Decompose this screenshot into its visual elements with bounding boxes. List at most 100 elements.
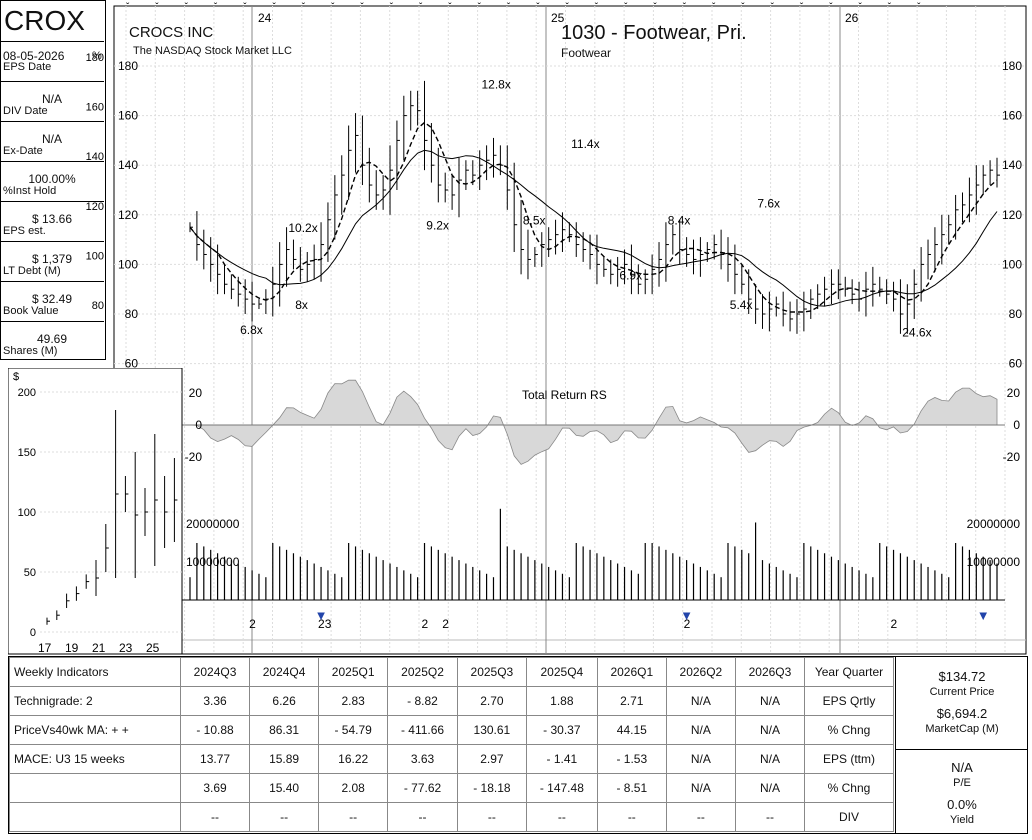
price-axis-right-label: 100 bbox=[1002, 257, 1022, 271]
table-cell: N/A bbox=[665, 773, 736, 803]
table-cell: - 18.18 bbox=[456, 773, 527, 803]
rs-area bbox=[182, 379, 1005, 465]
price-axis-left-label: 80 bbox=[125, 307, 139, 321]
pe-label: P/E bbox=[953, 777, 971, 789]
pct-axis-label: 120 bbox=[86, 201, 104, 213]
table-cell: -- bbox=[525, 802, 598, 832]
volume-axis-right-label: 20000000 bbox=[967, 517, 1021, 531]
div-date-label: DIV Date bbox=[3, 105, 48, 117]
table-cell: - 147.48 bbox=[525, 773, 598, 803]
rs-axis-right-label: 0 bbox=[1013, 418, 1020, 432]
tick-mark: ˇ bbox=[390, 1, 394, 13]
company-name: CROCS INC bbox=[129, 24, 214, 41]
table-cell: 3.36 bbox=[179, 686, 251, 716]
annual-axis-label: 50 bbox=[24, 567, 36, 579]
table-cell: 6.26 bbox=[249, 686, 320, 716]
arrow-marker bbox=[317, 612, 325, 621]
tick-mark: ˇ bbox=[800, 1, 804, 13]
pct-axis-label: 160 bbox=[86, 102, 104, 114]
eps-date: 08-05-2026 EPS Date bbox=[0, 42, 104, 82]
table-cell: - 8.51 bbox=[596, 773, 667, 803]
shares-label: Shares (M) bbox=[3, 345, 58, 357]
tick-mark: ˇ bbox=[155, 1, 159, 13]
ma-40week-line bbox=[189, 149, 998, 307]
price-axis-left-label: 100 bbox=[118, 257, 138, 271]
exchange-name: The NASDAQ Stock Market LLC bbox=[133, 45, 292, 57]
volume-axis-right-label: 10000000 bbox=[967, 555, 1021, 569]
rs-axis-left-label: -20 bbox=[185, 450, 203, 464]
eps-date-label: EPS Date bbox=[3, 61, 52, 73]
yield-label: Yield bbox=[949, 814, 975, 826]
pe-annotation: 8x bbox=[295, 298, 308, 312]
rs-axis-left-label: 0 bbox=[195, 418, 202, 432]
earnings-marker: 2 bbox=[684, 617, 691, 631]
price-axis-right-label: 60 bbox=[1009, 357, 1023, 371]
book-value-value: $ 32.49 bbox=[31, 292, 73, 306]
table-cell: -- bbox=[665, 802, 736, 832]
ma-10week-line bbox=[189, 121, 998, 313]
arrow-marker bbox=[682, 612, 691, 621]
market-cap: $6,694.2 bbox=[936, 706, 988, 721]
tick-mark: ˇ bbox=[273, 1, 277, 13]
pe-annotation: 5.4x bbox=[730, 298, 753, 312]
tick-mark: ˇ bbox=[331, 1, 335, 13]
table-cell: 16.22 bbox=[318, 744, 389, 774]
annual-year-label: 19 bbox=[65, 641, 79, 655]
industry-subgroup: Footwear bbox=[561, 46, 612, 60]
pe-annotation: 6.8x bbox=[240, 323, 263, 337]
table-cell: -- bbox=[456, 802, 527, 832]
price-axis-right-label: 140 bbox=[1002, 158, 1022, 172]
pe-annotation: 10.2x bbox=[288, 221, 317, 235]
pct-label: % bbox=[92, 50, 102, 62]
row-label bbox=[9, 802, 181, 832]
volume-axis-left-label: 10000000 bbox=[186, 555, 240, 569]
col-header: 2025Q2 bbox=[387, 657, 458, 687]
info-panel: CROX 08-05-2026 EPS Date N/A DIV Date N/… bbox=[0, 0, 106, 360]
tick-mark: ˇ bbox=[243, 1, 247, 13]
earnings-marker: 2 bbox=[442, 617, 449, 631]
table-cell: 2.08 bbox=[318, 773, 389, 803]
annual-frame bbox=[8, 368, 183, 655]
industry-group: 1030 - Footwear, Pri. bbox=[561, 22, 747, 44]
table-cell: - 411.66 bbox=[387, 715, 458, 745]
tick-mark: ˇ bbox=[771, 1, 775, 13]
tick-mark: ˇ bbox=[683, 1, 687, 13]
pe-ratio: N/A bbox=[896, 749, 1028, 775]
lt-debt-value: $ 1,379 bbox=[31, 252, 73, 266]
moving-averages bbox=[189, 121, 998, 313]
tick-mark: ˇ bbox=[302, 1, 306, 13]
tick-mark: ˇ bbox=[653, 1, 657, 13]
header-right: Year Quarter bbox=[804, 657, 894, 687]
div-date: N/A DIV Date bbox=[0, 82, 104, 122]
price-axis-left-label: 160 bbox=[118, 109, 138, 123]
ex-date-value: N/A bbox=[41, 132, 62, 146]
pe-annotation: 7.6x bbox=[757, 196, 780, 210]
div-date-value: N/A bbox=[41, 92, 62, 106]
earnings-marker: 2 bbox=[249, 617, 256, 631]
price-axis-left-label: 180 bbox=[118, 59, 138, 73]
book-value-label: Book Value bbox=[3, 305, 59, 317]
year-label: 26 bbox=[845, 11, 859, 25]
rs-axis-left-label: 20 bbox=[189, 386, 203, 400]
table-cell: 3.69 bbox=[179, 773, 251, 803]
annual-axis-label: 150 bbox=[18, 447, 36, 459]
pe-annotation: 9.2x bbox=[426, 219, 449, 233]
table-cell: N/A bbox=[734, 715, 806, 745]
yield: 0.0% bbox=[947, 797, 977, 812]
current-price-label: Current Price bbox=[929, 686, 995, 698]
rs-axis-right-label: -20 bbox=[1003, 450, 1021, 464]
pe-annotation: 6.9x bbox=[619, 268, 642, 282]
table-cell: 2.71 bbox=[596, 686, 667, 716]
row-metric: % Chng bbox=[804, 773, 894, 803]
inst-hold-value: 100.00% bbox=[28, 172, 76, 186]
row-label: MACE: U3 15 weeks bbox=[9, 744, 181, 774]
annual-chart: $0 50 100 150 200 17 19 21 23 25 bbox=[8, 368, 183, 655]
tick-mark: ˇ bbox=[214, 1, 218, 13]
tick-mark: ˇ bbox=[419, 1, 423, 13]
tick-mark: ˇ bbox=[624, 1, 628, 13]
table-cell: 44.15 bbox=[596, 715, 667, 745]
pct-axis-label: 100 bbox=[86, 250, 104, 262]
table-cell: - 30.37 bbox=[525, 715, 598, 745]
shares-value: 49.69 bbox=[36, 332, 68, 346]
table-row: Technigrade: 2 3.36 6.26 2.83 - 8.82 2.7… bbox=[9, 686, 894, 716]
